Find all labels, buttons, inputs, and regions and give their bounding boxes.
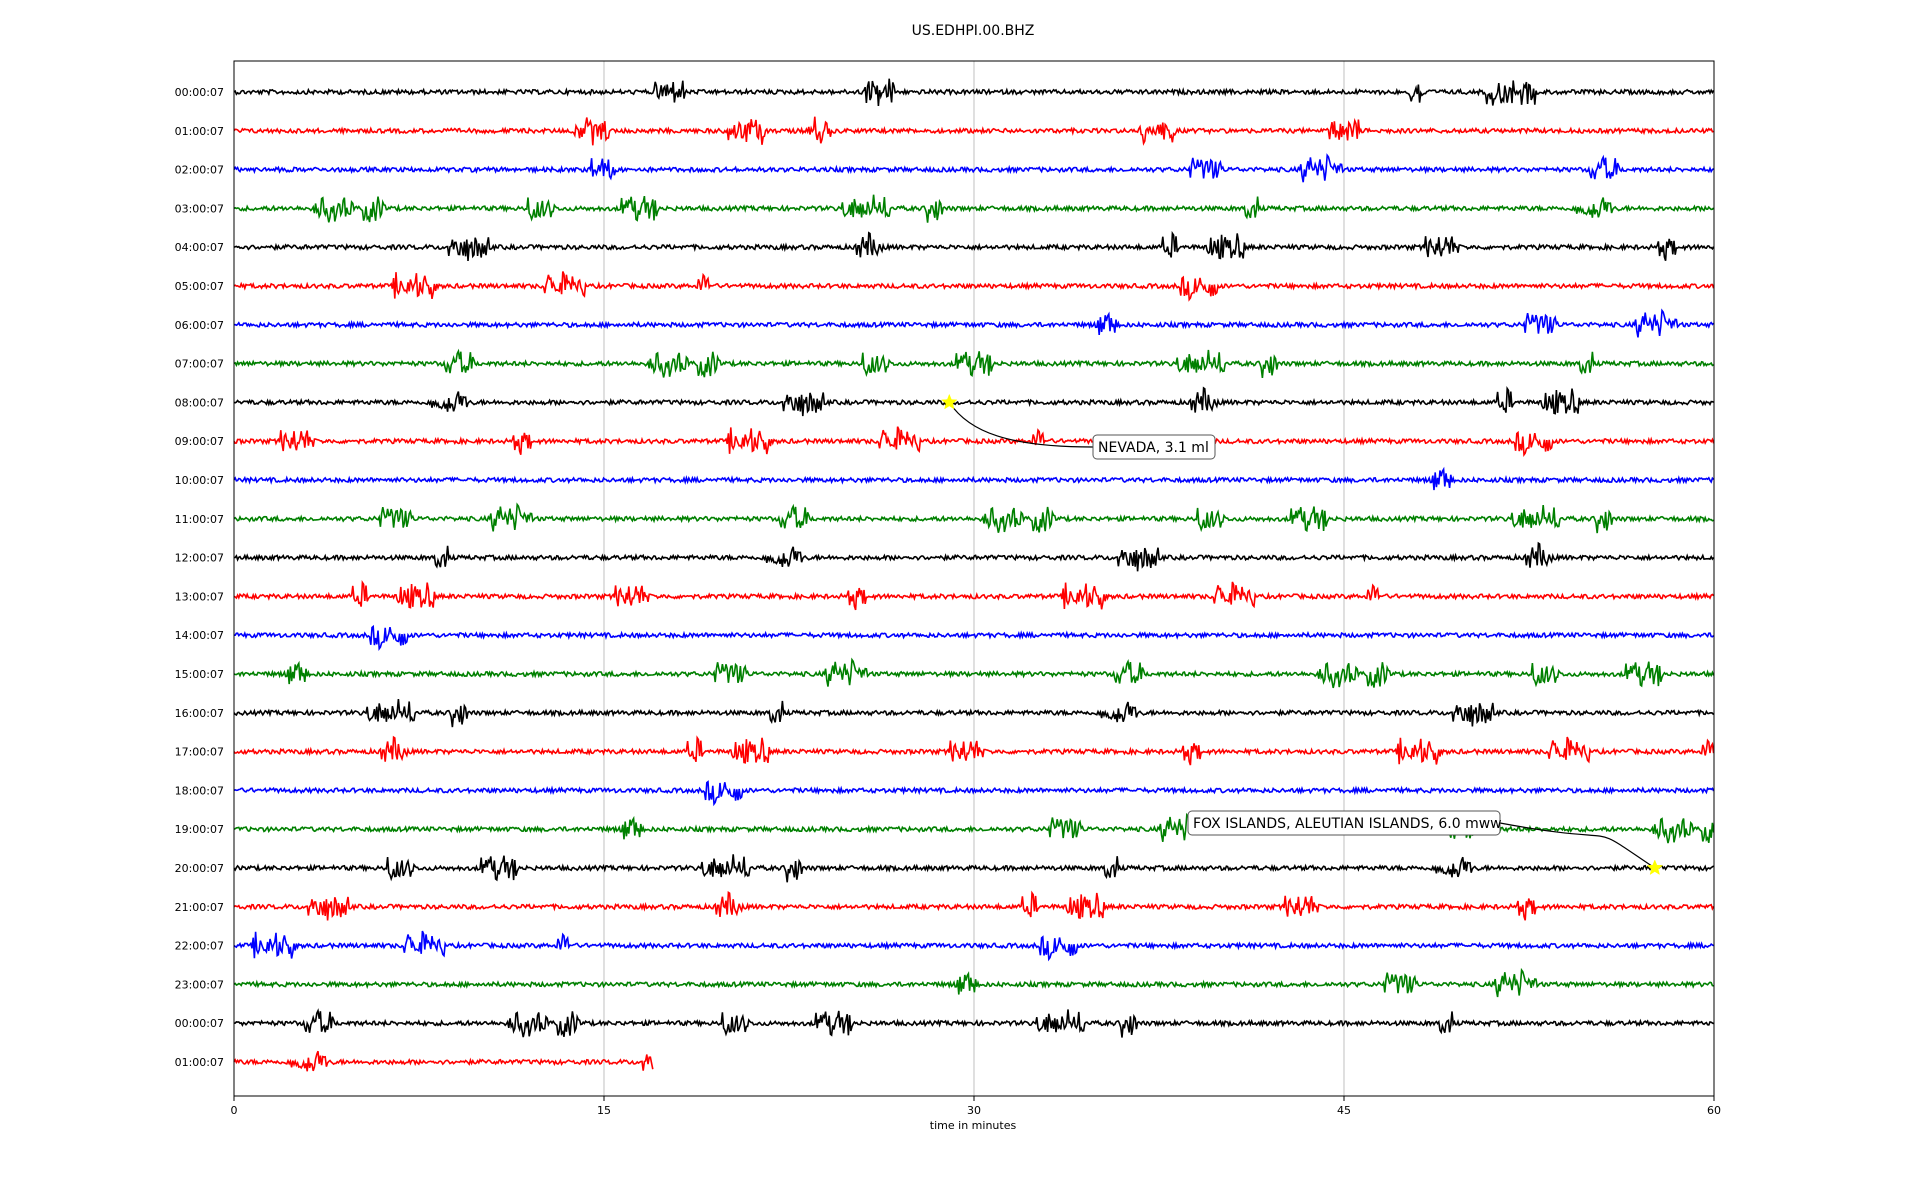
x-tick-label-0: 0 bbox=[231, 1104, 238, 1117]
row-label-15: 15:00:07 bbox=[175, 668, 224, 681]
row-label-17: 17:00:07 bbox=[175, 746, 224, 759]
row-label-20: 20:00:07 bbox=[175, 862, 224, 875]
event-connector-1 bbox=[1499, 822, 1656, 869]
event-annotations: NEVADA, 3.1 ml FOX ISLANDS, ALEUTIAN ISLA… bbox=[941, 393, 1664, 876]
grid-lines bbox=[603, 61, 1345, 1096]
trace-row-6 bbox=[233, 308, 1715, 338]
row-label-0: 00:00:07 bbox=[175, 86, 224, 99]
event-star-0 bbox=[941, 393, 958, 410]
event-star-1 bbox=[1646, 859, 1664, 876]
x-tick-label-2: 30 bbox=[967, 1104, 981, 1117]
trace-row-4 bbox=[233, 230, 1715, 261]
trace-row-15 bbox=[233, 657, 1715, 689]
row-label-23: 23:00:07 bbox=[175, 978, 224, 991]
trace-row-25 bbox=[233, 1050, 654, 1072]
trace-row-2 bbox=[233, 153, 1715, 183]
event-label-box-0 bbox=[1092, 434, 1216, 460]
trace-row-8 bbox=[233, 386, 1714, 417]
trace-row-16 bbox=[233, 699, 1715, 728]
row-label-5: 05:00:07 bbox=[175, 280, 224, 293]
row-label-2: 02:00:07 bbox=[175, 164, 224, 177]
trace-row-12 bbox=[233, 541, 1715, 572]
event-label-box-1 bbox=[1187, 810, 1501, 836]
row-label-25: 01:00:07 bbox=[175, 1056, 224, 1069]
row-label-16: 16:00:07 bbox=[175, 707, 224, 720]
row-label-8: 08:00:07 bbox=[175, 396, 224, 409]
trace-row-7 bbox=[233, 348, 1714, 378]
trace-row-0 bbox=[233, 78, 1715, 106]
trace-row-24 bbox=[233, 1008, 1714, 1038]
x-tick-label-4: 60 bbox=[1707, 1104, 1721, 1117]
row-label-4: 04:00:07 bbox=[175, 241, 224, 254]
trace-row-23 bbox=[233, 967, 1714, 998]
trace-row-21 bbox=[233, 890, 1715, 921]
trace-row-5 bbox=[233, 271, 1715, 302]
row-label-6: 06:00:07 bbox=[175, 319, 224, 332]
x-tick-label-1: 15 bbox=[597, 1104, 611, 1117]
trace-row-3 bbox=[233, 194, 1715, 223]
row-label-3: 03:00:07 bbox=[175, 202, 224, 215]
event-label-0: NEVADA, 3.1 ml bbox=[1098, 440, 1209, 456]
trace-row-18 bbox=[233, 780, 1715, 807]
row-label-12: 12:00:07 bbox=[175, 552, 224, 565]
row-label-19: 19:00:07 bbox=[175, 823, 224, 836]
event-label-1: FOX ISLANDS, ALEUTIAN ISLANDS, 6.0 mww bbox=[1193, 816, 1502, 832]
trace-row-22 bbox=[233, 930, 1715, 962]
event-connector-0 bbox=[948, 402, 1094, 448]
row-label-14: 14:00:07 bbox=[175, 629, 224, 642]
trace-row-14 bbox=[234, 624, 1715, 652]
row-label-10: 10:00:07 bbox=[175, 474, 224, 487]
trace-row-11 bbox=[233, 502, 1714, 534]
row-time-labels: 00:00:07 01:00:07 02:00:07 03:00:07 04:00:07… bbox=[175, 86, 224, 1069]
chart-title: US.EDHPI.00.BHZ bbox=[912, 23, 1035, 39]
trace-row-17 bbox=[233, 735, 1715, 766]
row-label-22: 22:00:07 bbox=[175, 940, 224, 953]
row-label-13: 13:00:07 bbox=[175, 590, 224, 603]
row-label-11: 11:00:07 bbox=[175, 513, 224, 526]
row-label-7: 07:00:07 bbox=[175, 358, 224, 371]
trace-row-9 bbox=[233, 426, 1715, 458]
trace-row-10 bbox=[233, 466, 1715, 491]
row-label-9: 09:00:07 bbox=[175, 435, 224, 448]
x-axis-label: time in minutes bbox=[930, 1119, 1017, 1132]
row-label-21: 21:00:07 bbox=[175, 901, 224, 914]
x-tick-label-3: 45 bbox=[1337, 1104, 1351, 1117]
row-label-1: 01:00:07 bbox=[175, 125, 224, 138]
trace-row-1 bbox=[233, 116, 1714, 146]
row-label-18: 18:00:07 bbox=[175, 784, 224, 797]
trace-row-13 bbox=[233, 580, 1715, 611]
trace-row-20 bbox=[233, 854, 1715, 883]
x-axis-ticks: 0 15 30 45 60 bbox=[231, 1096, 1721, 1117]
row-label-24: 00:00:07 bbox=[175, 1017, 224, 1030]
